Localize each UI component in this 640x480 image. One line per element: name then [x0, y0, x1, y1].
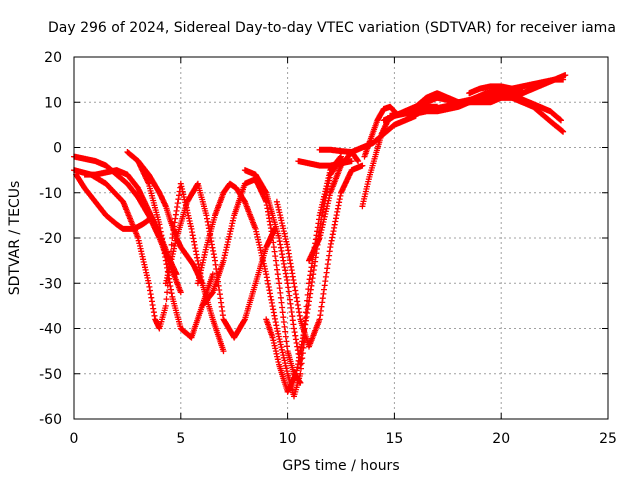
series-track-21 [466, 76, 567, 97]
x-tick-label: 5 [176, 431, 185, 447]
series-markers [263, 158, 351, 395]
x-tick-label: 0 [70, 431, 79, 447]
grid [74, 57, 608, 419]
series-track-8 [194, 180, 308, 400]
data-layer [71, 72, 569, 400]
series-track-4 [81, 167, 180, 278]
series-track-22 [412, 87, 526, 110]
y-tick-label: -10 [39, 186, 62, 202]
y-tick-label: 0 [53, 141, 62, 157]
series-track-3 [73, 171, 152, 232]
series-track-9 [199, 176, 304, 386]
series-markers [199, 176, 304, 386]
series-track-11 [273, 162, 366, 350]
y-tick-label: -60 [39, 412, 62, 428]
series-markers [135, 158, 206, 287]
series-markers [412, 87, 526, 110]
series-markers [73, 171, 152, 232]
series-markers [194, 180, 308, 400]
series-markers [81, 167, 180, 278]
series-track-17 [361, 103, 398, 160]
y-tick-label: 20 [44, 50, 62, 66]
ticks: 0 5 10 15 20 25 -60 -50 -40 -30 -20 -10 0 10 20 [39, 50, 617, 447]
series-markers [361, 103, 398, 160]
x-tick-label: 10 [279, 431, 297, 447]
series-track-6 [135, 158, 206, 287]
x-tick-label: 20 [492, 431, 510, 447]
y-axis-label: SDTVAR / TECUs [7, 181, 23, 296]
chart-title: Day 296 of 2024, Sidereal Day-to-day VTE… [48, 20, 616, 36]
x-tick-label: 25 [599, 431, 617, 447]
series-markers [316, 146, 362, 165]
series-track-15 [316, 146, 362, 165]
y-tick-label: -20 [39, 231, 62, 247]
y-tick-label: -40 [39, 322, 62, 338]
y-tick-label: 10 [44, 95, 62, 111]
y-tick-label: -30 [39, 276, 62, 292]
y-tick-label: -50 [39, 367, 62, 383]
series-markers [273, 162, 366, 350]
x-tick-label: 15 [385, 431, 403, 447]
series-track-12 [263, 158, 351, 395]
x-axis-label: GPS time / hours [282, 458, 399, 474]
series-markers [466, 76, 567, 97]
series-track-14 [295, 158, 355, 169]
series-markers [295, 158, 355, 169]
